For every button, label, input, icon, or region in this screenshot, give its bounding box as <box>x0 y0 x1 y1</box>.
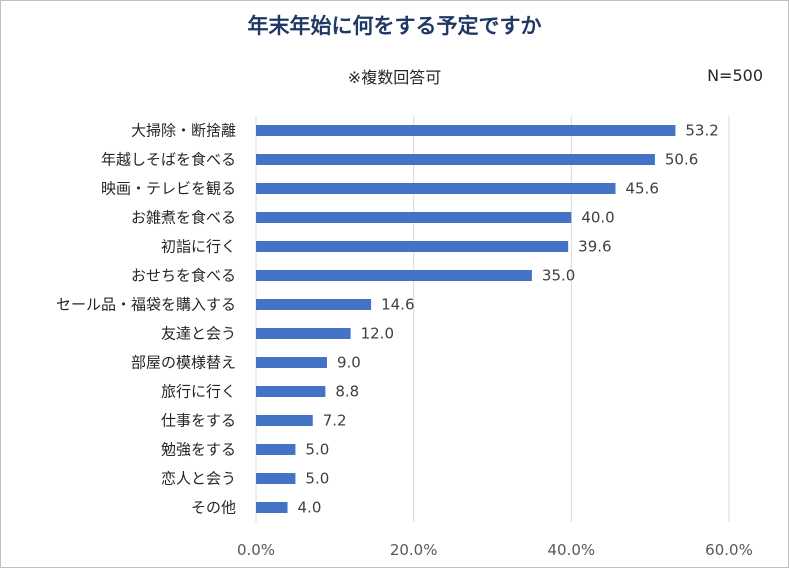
chart-title: 年末年始に何をする予定ですか <box>247 14 542 38</box>
category-label: 映画・テレビを観る <box>101 180 236 198</box>
category-label: 大掃除・断捨離 <box>131 122 236 140</box>
bar <box>256 299 372 310</box>
bar <box>256 212 572 223</box>
sample-size-label: N=500 <box>707 66 763 85</box>
value-labels: 53.2 50.6 45.6 40.0 39.635.0 14.6 12.09.0 8.8 7.… <box>298 122 719 517</box>
category-label: 友達と会う <box>161 325 236 343</box>
category-label: 勉強をする <box>161 441 236 459</box>
bar <box>256 241 569 252</box>
chart-subtitle: ※複数回答可 <box>347 68 442 87</box>
gridlines <box>255 116 730 522</box>
value-label: 14.6 <box>381 296 414 314</box>
bar <box>256 154 655 165</box>
x-tick-label: 0.0% <box>237 541 275 559</box>
x-tick-label: 60.0% <box>705 541 753 559</box>
bar <box>256 357 327 368</box>
x-axis-ticks: 0.0% 20.0% 40.0% 60.0% <box>237 541 753 559</box>
bar <box>256 415 313 426</box>
bar <box>256 328 351 339</box>
bar <box>256 183 616 194</box>
category-label: 年越しそばを食べる <box>101 151 236 169</box>
value-label: 53.2 <box>685 122 718 140</box>
value-label: 7.2 <box>323 412 347 430</box>
category-label: おせちを食べる <box>131 267 236 285</box>
bar <box>256 444 296 455</box>
value-label: 9.0 <box>337 354 361 372</box>
value-label: 39.6 <box>578 238 611 256</box>
value-label: 40.0 <box>581 209 614 227</box>
category-label: 恋人と会う <box>161 470 236 488</box>
bar <box>256 473 296 484</box>
bar <box>256 270 532 281</box>
bar <box>256 386 326 397</box>
value-label: 50.6 <box>665 151 698 169</box>
value-label: 4.0 <box>298 499 322 517</box>
category-labels: 大掃除・断捨離年越しそばを食べる映画・テレビを観るお雑煮を食べる初詣に行くおせち… <box>56 122 236 517</box>
category-label: 仕事をする <box>161 412 236 430</box>
x-tick-label: 40.0% <box>548 541 596 559</box>
value-label: 35.0 <box>542 267 575 285</box>
bars <box>256 125 676 513</box>
value-label: 5.0 <box>305 441 329 459</box>
value-label: 12.0 <box>361 325 394 343</box>
value-label: 5.0 <box>305 470 329 488</box>
category-label: その他 <box>191 499 236 517</box>
category-label: 初詣に行く <box>161 238 236 256</box>
category-label: 旅行に行く <box>161 383 236 401</box>
bar <box>256 502 288 513</box>
category-label: 部屋の模様替え <box>131 354 236 372</box>
value-label: 8.8 <box>335 383 359 401</box>
bar <box>256 125 676 136</box>
category-label: セール品・福袋を購入する <box>56 296 236 314</box>
category-label: お雑煮を食べる <box>131 209 236 227</box>
value-label: 45.6 <box>625 180 658 198</box>
x-tick-label: 20.0% <box>390 541 438 559</box>
